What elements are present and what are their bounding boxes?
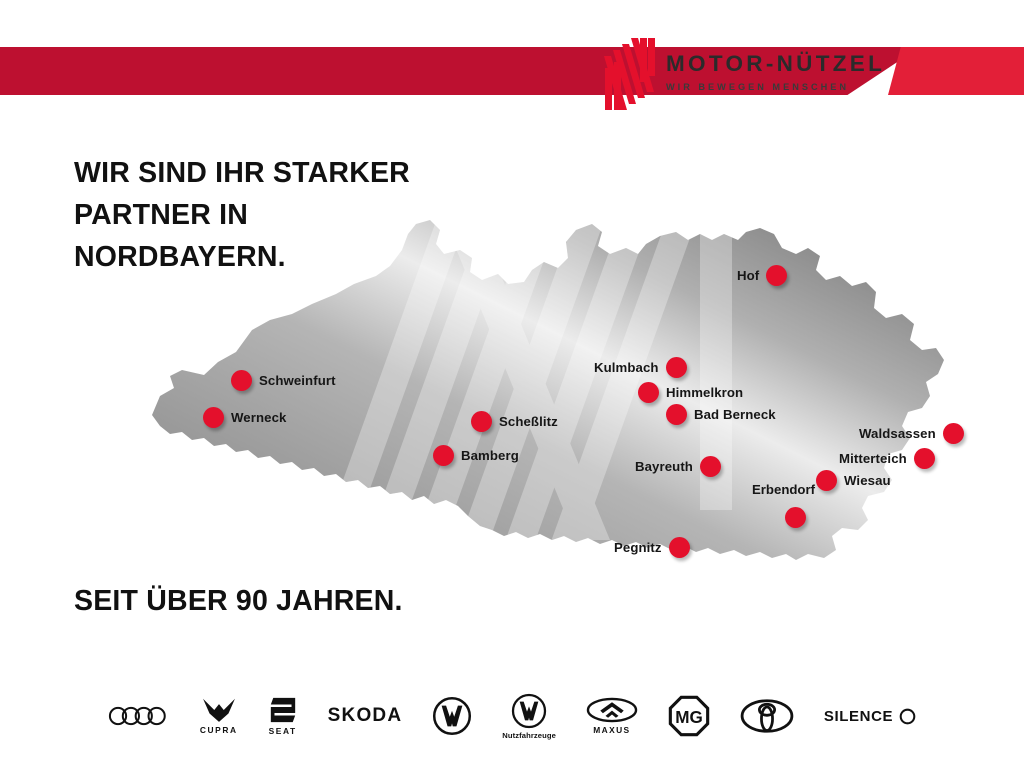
brand-logo-text: MOTOR-NÜTZEL WIR BEWEGEN MENSCHEN (666, 51, 886, 92)
city-marker-schweinfurt[interactable]: Schweinfurt (231, 370, 336, 391)
vw-nutzfahrzeuge-caption: Nutzfahrzeuge (502, 730, 556, 740)
city-label: Kulmbach (594, 360, 659, 375)
brand-logo-strip: CUPRA SEAT SKODA Nutzfahrzeuge MAXUS (0, 686, 1024, 746)
cupra-wordmark: CUPRA (199, 725, 238, 735)
city-label: Werneck (231, 410, 287, 425)
city-label: Hof (737, 268, 760, 283)
svg-text:MG: MG (675, 708, 703, 727)
toyota-icon (740, 699, 794, 733)
brand-maxus[interactable]: MAXUS (586, 690, 638, 742)
city-label: Scheßlitz (499, 414, 558, 429)
city-marker-wiesau[interactable]: Wiesau (816, 470, 891, 491)
seat-wordmark: SEAT (268, 726, 297, 736)
city-label: Waldsassen (859, 426, 936, 441)
volkswagen-icon (433, 696, 472, 736)
volkswagen-nutzfahrzeuge-icon (511, 693, 547, 728)
headline-line-3: NORDBAYERN. (74, 241, 286, 274)
brand-cupra[interactable]: CUPRA (200, 690, 238, 742)
city-label: Pegnitz (614, 540, 662, 555)
city-label: Schweinfurt (259, 373, 336, 388)
map-graphic (152, 220, 944, 560)
map-pin-icon (942, 423, 964, 444)
nordbayern-map: Schweinfurt Werneck Scheßlitz Bamberg Ku… (140, 210, 964, 600)
maxus-wordmark: MAXUS (593, 725, 631, 735)
map-pin-icon (668, 537, 690, 558)
city-marker-bamberg[interactable]: Bamberg (433, 445, 519, 466)
city-marker-bad-berneck[interactable]: Bad Berneck (666, 404, 776, 425)
headline-line-1: WIR SIND IHR STARKER (74, 157, 410, 189)
brand-audi[interactable] (108, 690, 170, 742)
map-pin-icon (471, 411, 492, 432)
map-pin-icon (913, 448, 935, 469)
headline-line-2: PARTNER IN (74, 199, 249, 232)
brand-logo-title: MOTOR-NÜTZEL (666, 51, 886, 76)
map-pin-icon (666, 404, 687, 425)
city-marker-kulmbach[interactable]: Kulmbach (594, 357, 687, 378)
brand-mg[interactable]: MG (668, 690, 710, 742)
map-pin-icon (638, 382, 659, 403)
silence-circle-icon (899, 708, 916, 724)
audi-rings-icon (108, 706, 166, 726)
city-label: Bayreuth (635, 459, 693, 474)
map-pin-icon (203, 407, 224, 428)
mg-icon: MG (668, 695, 710, 737)
map-pin-icon (785, 507, 806, 528)
brand-toyota[interactable] (740, 690, 794, 742)
map-pin-icon (699, 456, 721, 477)
city-label: Mitterteich (839, 451, 907, 466)
header-band-left (0, 47, 920, 95)
city-label-erbendorf: Erbendorf (752, 482, 816, 497)
brand-logo[interactable]: MOTOR-NÜTZEL WIR BEWEGEN MENSCHEN (600, 38, 882, 110)
city-label: Bamberg (461, 448, 519, 463)
city-marker-himmelkron[interactable]: Himmelkron (638, 382, 743, 403)
map-pin-icon (766, 265, 788, 286)
motor-nuetzel-n-logo-icon (604, 38, 655, 110)
city-marker-hof[interactable]: Hof (737, 265, 788, 286)
headline-secondary: SEIT ÜBER 90 JAHREN. (74, 585, 403, 617)
brand-skoda[interactable]: SKODA (328, 690, 403, 742)
map-pin-icon (816, 470, 837, 491)
map-pin-icon (665, 357, 687, 378)
city-label: Wiesau (844, 473, 891, 488)
map-region-shape (152, 220, 944, 560)
silence-wordmark: SILENCE (823, 707, 894, 725)
brand-volkswagen[interactable] (432, 690, 472, 742)
brand-seat[interactable]: SEAT (268, 690, 298, 742)
city-marker-bayreuth[interactable]: Bayreuth (635, 456, 721, 477)
skoda-wordmark: SKODA (327, 705, 403, 726)
map-pin-icon (433, 445, 454, 466)
map-pin-icon (231, 370, 252, 391)
city-marker-schesslitz[interactable]: Scheßlitz (471, 411, 558, 432)
brand-logo-subtitle: WIR BEWEGEN MENSCHEN (666, 81, 850, 92)
city-marker-werneck[interactable]: Werneck (203, 407, 286, 428)
cupra-icon (202, 698, 235, 722)
seat-s-icon (270, 697, 295, 723)
brand-vw-nutzfahrzeuge[interactable]: Nutzfahrzeuge (502, 690, 556, 742)
city-marker-mitterteich[interactable]: Mitterteich (839, 448, 935, 469)
city-marker-erbendorf[interactable]: Erbendorf (785, 507, 806, 528)
city-marker-waldsassen[interactable]: Waldsassen (859, 423, 964, 444)
maxus-icon (586, 697, 638, 723)
header-band-right (888, 47, 1024, 95)
city-label: Himmelkron (666, 385, 744, 400)
page-header: MOTOR-NÜTZEL WIR BEWEGEN MENSCHEN (0, 0, 1024, 118)
headline-primary: WIR SIND IHR STARKER PARTNER IN NORDBAYE… (74, 152, 504, 279)
city-label: Bad Berneck (694, 407, 776, 422)
brand-silence[interactable]: SILENCE (824, 690, 916, 742)
city-marker-pegnitz[interactable]: Pegnitz (614, 537, 690, 558)
